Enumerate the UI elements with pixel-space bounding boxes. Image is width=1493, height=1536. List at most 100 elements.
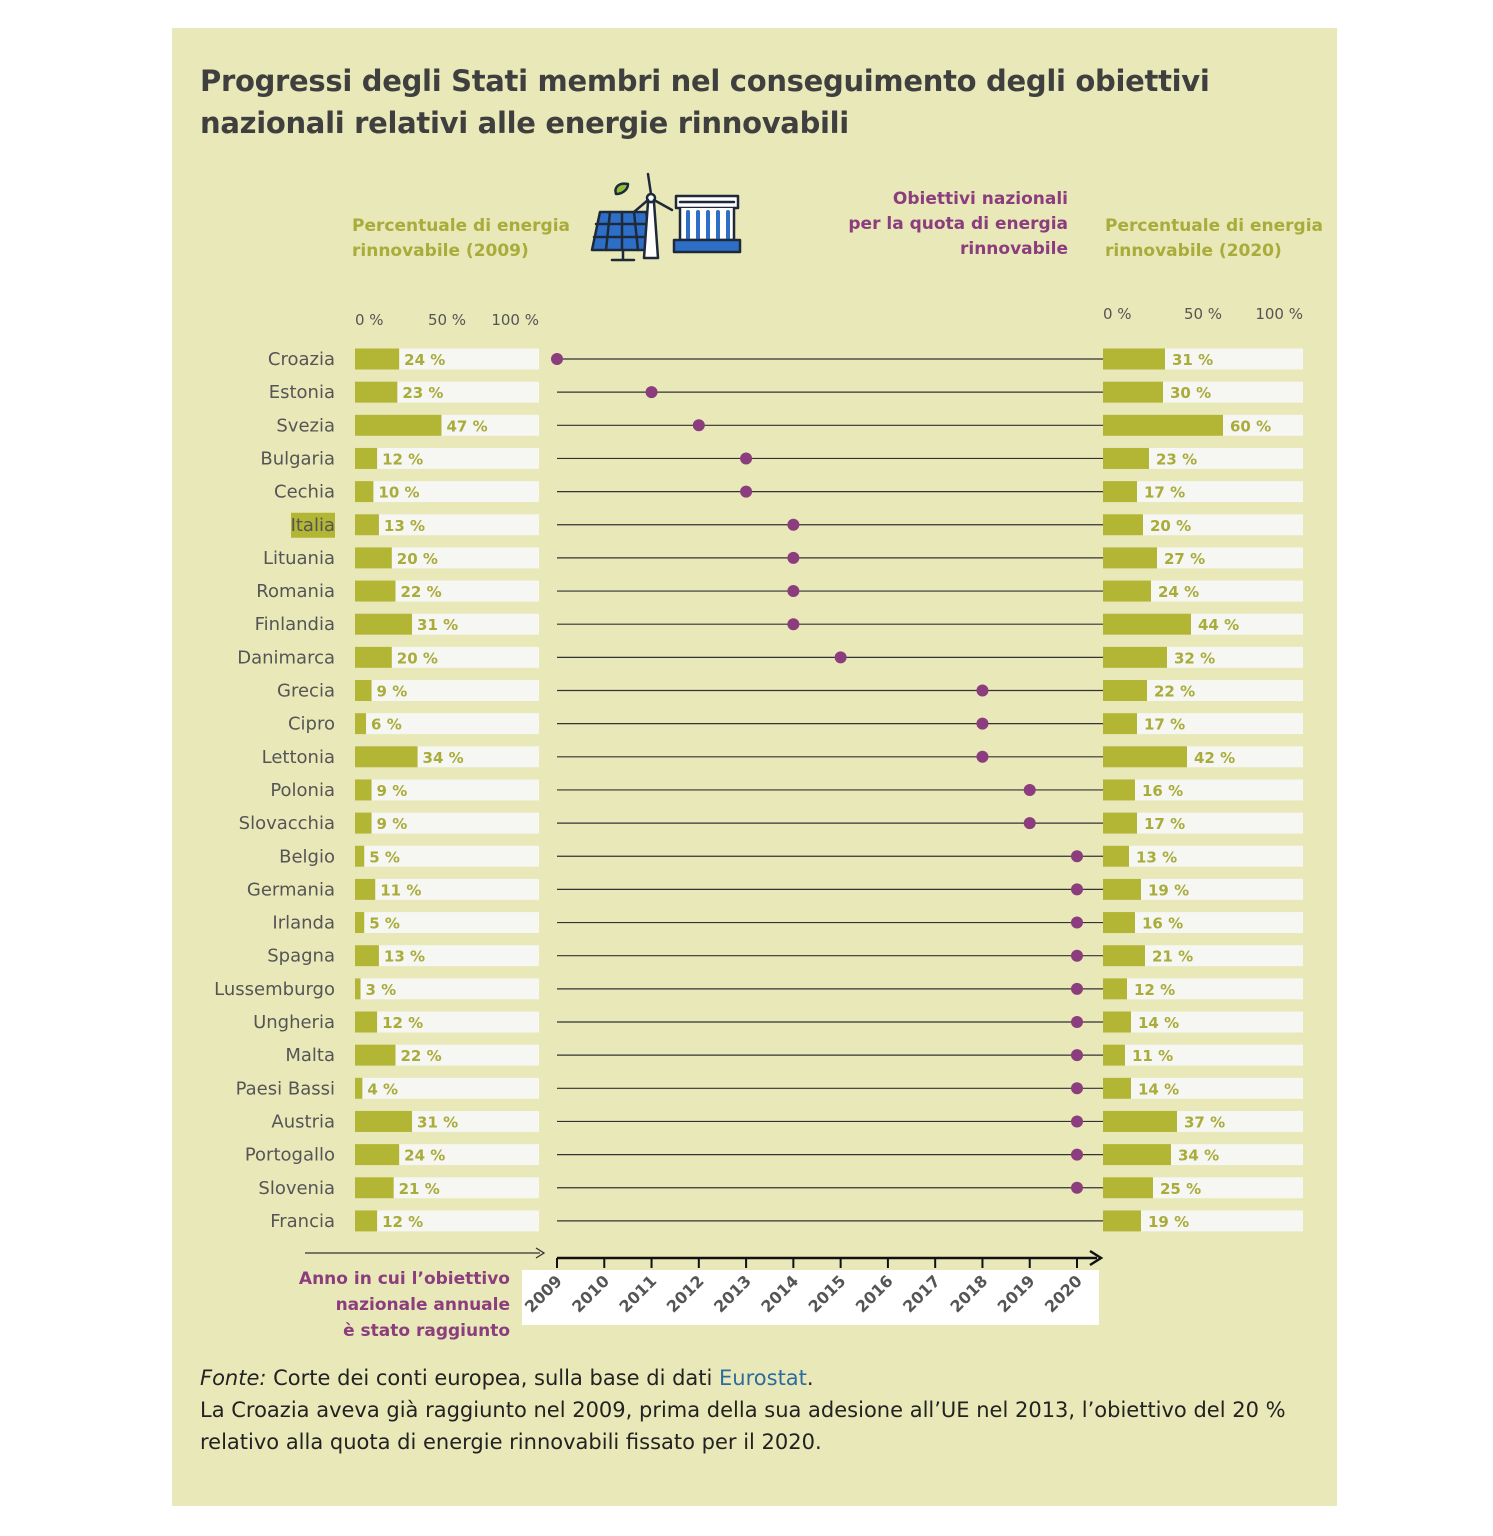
bar-2009-19 [355, 978, 361, 1000]
country-label-13: Polonia [270, 780, 335, 801]
bar-2009-26 [355, 1210, 378, 1232]
bar-2009-13 [355, 779, 372, 801]
target-dot-1 [645, 386, 658, 399]
year-axis-caption-line1: Anno in cui l’obiettivo [298, 1269, 510, 1289]
label-2009-18: 13 % [384, 948, 425, 966]
track-2009-15 [355, 845, 539, 867]
bar-2009-21 [355, 1044, 396, 1066]
label-2020-23: 37 % [1184, 1113, 1225, 1131]
label-2009-6: 20 % [397, 550, 438, 568]
target-dot-19 [1071, 982, 1083, 995]
bar-2020-5 [1103, 514, 1143, 536]
track-2020-22 [1103, 1077, 1303, 1099]
country-label-0: Croazia [268, 349, 335, 370]
country-label-17: Irlanda [272, 913, 335, 934]
bar-2009-0 [355, 348, 400, 370]
country-label-11: Cipro [288, 714, 335, 735]
target-dot-21 [1071, 1049, 1083, 1062]
track-2020-18 [1103, 945, 1303, 967]
label-2009-5: 13 % [384, 517, 425, 535]
label-2020-24: 34 % [1178, 1147, 1219, 1165]
tick-2009-1: 50 % [428, 311, 466, 329]
target-dot-8 [787, 618, 800, 631]
country-label-20: Ungheria [253, 1012, 335, 1033]
bar-2020-14 [1103, 812, 1137, 834]
track-2020-15 [1103, 845, 1303, 867]
header-targets-line1: Obiettivi nazionali [892, 189, 1068, 209]
bar-2020-0 [1103, 348, 1165, 370]
bar-2009-24 [355, 1144, 400, 1166]
target-dot-6 [787, 551, 800, 564]
track-2020-7 [1103, 580, 1303, 602]
bar-2020-22 [1103, 1077, 1131, 1099]
label-2009-8: 31 % [417, 616, 458, 634]
target-dot-25 [1071, 1181, 1083, 1194]
target-dot-23 [1071, 1115, 1083, 1128]
label-2020-18: 21 % [1152, 948, 1193, 966]
country-label-9: Danimarca [237, 647, 335, 668]
track-2009-24 [355, 1144, 539, 1166]
bar-2020-17 [1103, 912, 1135, 934]
track-2020-14 [1103, 812, 1303, 834]
renewable-energy-icon [590, 172, 742, 262]
target-dot-24 [1071, 1148, 1083, 1161]
label-2009-26: 12 % [382, 1213, 423, 1231]
country-label-15: Belgio [279, 846, 335, 867]
label-2009-25: 21 % [399, 1180, 440, 1198]
target-dot-3 [740, 452, 753, 465]
chart-svg: 0 % 0 % 50 % 50 % 100 % 100 % Croazia 24 % 31 % E… [214, 305, 1303, 1325]
label-2020-22: 14 % [1138, 1080, 1179, 1098]
track-2020-16 [1103, 878, 1303, 900]
track-2009-17 [355, 912, 539, 934]
footnote: La Croazia aveva già raggiunto nel 2009,… [200, 1398, 1286, 1454]
bar-2020-13 [1103, 779, 1135, 801]
bar-2009-7 [355, 580, 396, 602]
header-2009: Percentuale di energia rinnovabile (2009… [352, 214, 592, 264]
bar-2020-7 [1103, 580, 1151, 602]
eurostat-link[interactable]: Eurostat [719, 1366, 807, 1390]
header-targets-line2: per la quota di energia [848, 214, 1068, 234]
country-label-16: Germania [247, 879, 335, 900]
track-2009-11 [355, 713, 539, 735]
track-2009-10 [355, 680, 539, 701]
label-2020-8: 44 % [1198, 616, 1239, 634]
label-2020-25: 25 % [1160, 1180, 1201, 1198]
track-2020-13 [1103, 779, 1303, 801]
track-2009-19 [355, 978, 539, 1000]
bar-2009-12 [355, 746, 418, 768]
label-2009-0: 24 % [404, 351, 445, 369]
target-dot-11 [976, 717, 989, 730]
country-label-12: Lettonia [262, 747, 335, 768]
header-targets-line3: rinnovabile [959, 239, 1068, 259]
track-2009-13 [355, 779, 539, 801]
country-label-1: Estonia [269, 382, 335, 403]
country-label-10: Grecia [277, 681, 335, 702]
bar-2009-18 [355, 945, 379, 967]
label-2020-16: 19 % [1148, 881, 1189, 899]
target-dot-10 [976, 684, 989, 697]
bar-2020-2 [1103, 414, 1223, 436]
country-label-14: Slovacchia [239, 813, 335, 834]
label-2020-26: 19 % [1148, 1213, 1189, 1231]
country-label-5: Italia [291, 515, 335, 536]
bar-2009-6 [355, 547, 392, 569]
label-2020-20: 14 % [1138, 1014, 1179, 1032]
country-label-18: Spagna [267, 946, 335, 967]
label-2009-2: 47 % [446, 417, 487, 435]
country-label-21: Malta [285, 1045, 335, 1066]
bar-2009-8 [355, 613, 413, 635]
label-2020-21: 11 % [1132, 1047, 1173, 1065]
year-axis-caption-line3: è stato raggiunto [343, 1321, 510, 1341]
tick-2020-2: 100 % [1255, 305, 1303, 323]
country-label-6: Lituania [263, 548, 335, 569]
label-2020-6: 27 % [1164, 550, 1205, 568]
header-2009-line1: Percentuale di energia [352, 216, 570, 236]
bar-2020-1 [1103, 381, 1163, 403]
label-2020-2: 60 % [1230, 417, 1271, 435]
bar-2020-16 [1103, 878, 1141, 900]
label-2009-12: 34 % [423, 749, 464, 767]
label-2009-19: 3 % [366, 981, 397, 999]
bar-2020-25 [1103, 1177, 1153, 1199]
bar-2009-4 [355, 481, 374, 503]
track-2009-22 [355, 1077, 539, 1099]
